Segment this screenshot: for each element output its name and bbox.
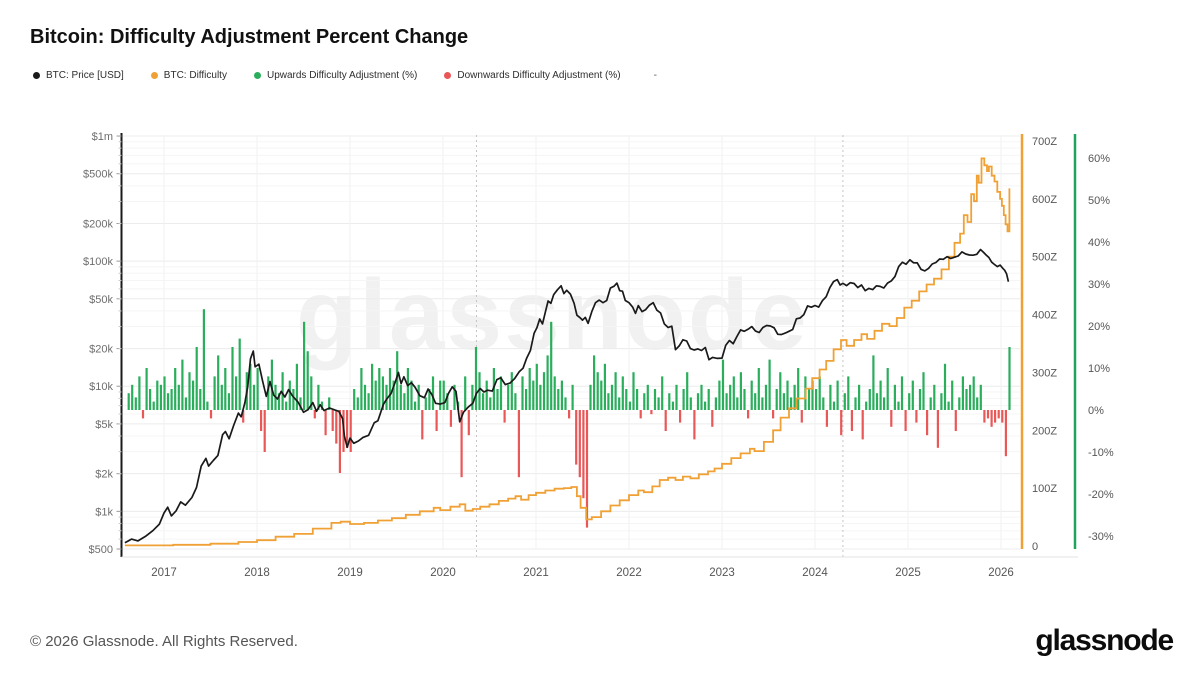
axes	[116, 133, 1078, 558]
svg-text:-10%: -10%	[1088, 447, 1114, 459]
page-footer: © 2026 Glassnode. All Rights Reserved. g…	[0, 618, 1201, 676]
legend-item-label: Upwards Difficulty Adjustment (%)	[266, 70, 418, 81]
legend-item-label: BTC: Price [USD]	[46, 70, 124, 81]
legend-dot-icon	[33, 72, 40, 79]
legend-dot-icon	[444, 72, 452, 79]
svg-text:2018: 2018	[244, 567, 270, 579]
svg-text:2025: 2025	[895, 567, 921, 579]
svg-text:600Z: 600Z	[1032, 194, 1057, 206]
svg-text:$10k: $10k	[89, 381, 113, 393]
svg-text:2017: 2017	[151, 567, 177, 579]
y-axis-percent-labels: 60% 50% 40% 30% 20% 10% 0% -10% -20% -30%	[1088, 153, 1114, 543]
svg-text:2024: 2024	[802, 567, 828, 579]
svg-text:10%: 10%	[1088, 363, 1110, 375]
difficulty-line	[124, 157, 1011, 547]
svg-text:400Z: 400Z	[1032, 310, 1057, 322]
legend-item-1[interactable]: BTC: Difficulty	[150, 70, 227, 81]
legend-dot-icon	[150, 72, 158, 79]
difficulty-adjustment-bars	[127, 309, 1011, 528]
copyright-text: © 2026 Glassnode. All Rights Reserved.	[30, 633, 298, 650]
legend-item-0[interactable]: BTC: Price [USD]	[33, 70, 124, 81]
legend-item-label: Downwards Difficulty Adjustment (%)	[457, 70, 621, 81]
svg-text:2019: 2019	[337, 567, 363, 579]
svg-text:20%: 20%	[1088, 321, 1110, 333]
legend-item-3[interactable]: Downwards Difficulty Adjustment (%)	[444, 70, 621, 81]
svg-text:60%: 60%	[1088, 153, 1110, 165]
svg-text:$500: $500	[89, 544, 113, 556]
svg-text:50%: 50%	[1088, 195, 1110, 207]
svg-text:100Z: 100Z	[1032, 483, 1057, 495]
svg-text:200Z: 200Z	[1032, 425, 1057, 437]
svg-text:2021: 2021	[523, 567, 549, 579]
y-axis-price-labels: $1m $500k $200k $100k $50k $20k $10k $5k $2k $1k $…	[83, 131, 113, 556]
price-line	[124, 248, 1010, 544]
svg-text:$500k: $500k	[83, 169, 113, 181]
svg-text:300Z: 300Z	[1032, 367, 1057, 379]
svg-text:30%: 30%	[1088, 279, 1110, 291]
legend-dot-icon	[253, 72, 261, 79]
legend-item-2[interactable]: Upwards Difficulty Adjustment (%)	[253, 70, 418, 81]
svg-text:$2k: $2k	[95, 469, 113, 481]
svg-text:$50k: $50k	[89, 294, 113, 306]
svg-text:$20k: $20k	[89, 344, 113, 356]
y-axis-difficulty-labels: 700Z 600Z 500Z 400Z 300Z 200Z 100Z 0	[1032, 136, 1057, 553]
halving-lines	[475, 135, 844, 557]
legend-extra-dash: -	[653, 70, 657, 81]
svg-text:40%: 40%	[1088, 237, 1110, 249]
svg-text:2026: 2026	[988, 567, 1014, 579]
svg-text:0%: 0%	[1088, 405, 1104, 417]
svg-text:700Z: 700Z	[1032, 136, 1057, 148]
svg-text:$100k: $100k	[83, 256, 113, 268]
chart-canvas[interactable]: $1m $500k $200k $100k $50k $20k $10k $5k $2k $1k $…	[0, 0, 1201, 610]
x-axis-labels: 2017 2018 2019 2020 2021 2022 2023 2024 2025 2026	[151, 567, 1014, 579]
svg-text:$200k: $200k	[83, 218, 113, 230]
glassnode-logo[interactable]: glassnode	[1035, 624, 1174, 657]
svg-text:-30%: -30%	[1088, 531, 1114, 543]
svg-text:$5k: $5k	[95, 419, 113, 431]
svg-text:2023: 2023	[709, 567, 735, 579]
chart-legend: BTC: Price [USD] BTC: Difficulty Upwards D…	[33, 70, 657, 81]
svg-text:$1k: $1k	[95, 506, 113, 518]
legend-item-label: BTC: Difficulty	[163, 70, 227, 81]
svg-text:500Z: 500Z	[1032, 252, 1057, 264]
svg-text:0: 0	[1032, 541, 1038, 553]
svg-text:-20%: -20%	[1088, 489, 1114, 501]
svg-text:$1m: $1m	[92, 131, 113, 143]
svg-text:2020: 2020	[430, 567, 456, 579]
page-title: Bitcoin: Difficulty Adjustment Percent C…	[30, 26, 469, 48]
svg-text:2022: 2022	[616, 567, 642, 579]
